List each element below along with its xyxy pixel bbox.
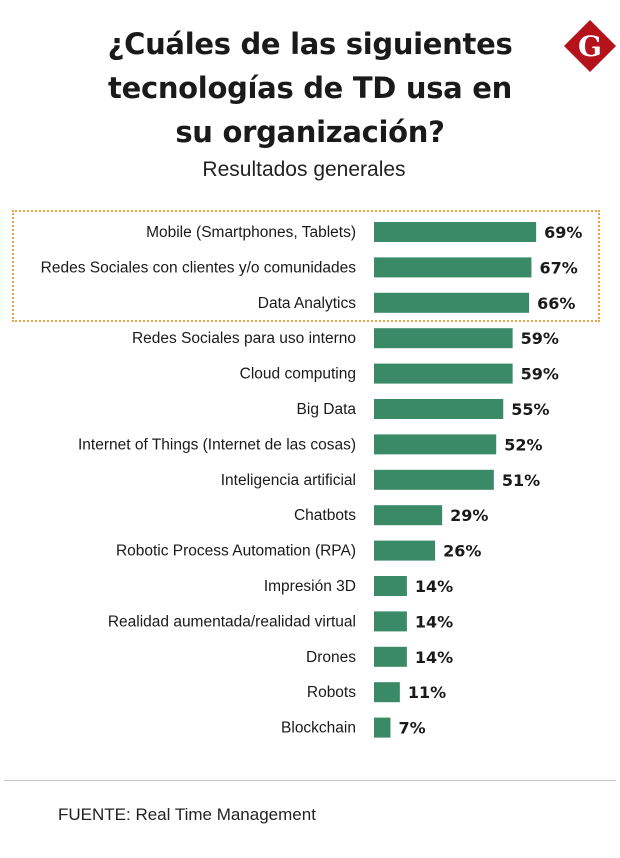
category-label: Redes Sociales para uso interno bbox=[132, 330, 356, 347]
category-label: Big Data bbox=[297, 401, 357, 418]
bar bbox=[374, 540, 436, 561]
top-three-highlight-box bbox=[12, 210, 600, 322]
category-label: Mobile (Smartphones, Tablets) bbox=[146, 224, 356, 241]
value-label: 26% bbox=[443, 542, 481, 561]
bar bbox=[374, 257, 532, 278]
category-label: Robots bbox=[307, 684, 356, 701]
category-label: Robotic Process Automation (RPA) bbox=[116, 543, 356, 560]
bar bbox=[374, 434, 497, 455]
bar bbox=[374, 399, 504, 419]
brand-logo-icon: G bbox=[564, 20, 616, 72]
category-label: Chatbots bbox=[294, 507, 356, 524]
title-line: su organización? bbox=[175, 115, 445, 149]
value-label: 14% bbox=[415, 577, 453, 596]
value-label: 51% bbox=[502, 471, 540, 490]
category-label: Drones bbox=[306, 649, 356, 666]
category-label: Inteligencia artificial bbox=[221, 472, 356, 489]
value-label: 29% bbox=[450, 506, 488, 525]
value-label: 14% bbox=[415, 648, 453, 667]
value-label: 59% bbox=[521, 329, 559, 348]
bar bbox=[374, 682, 400, 703]
bar bbox=[374, 328, 513, 349]
category-label: Impresión 3D bbox=[264, 578, 356, 595]
value-label: 67% bbox=[539, 258, 577, 277]
logo-letter: G bbox=[578, 30, 602, 63]
category-label: Realidad aumentada/realidad virtual bbox=[108, 613, 356, 630]
value-label: 52% bbox=[504, 435, 542, 454]
bar bbox=[374, 576, 407, 596]
value-label: 59% bbox=[521, 365, 559, 384]
footer-divider bbox=[4, 780, 616, 781]
bar bbox=[374, 363, 513, 384]
category-label: Redes Sociales con clientes y/o comunida… bbox=[41, 259, 357, 276]
chart-subtitle: Resultados generales bbox=[202, 158, 406, 181]
value-label: 55% bbox=[511, 400, 549, 419]
value-label: 14% bbox=[415, 612, 453, 631]
bar bbox=[374, 646, 407, 667]
bar bbox=[374, 292, 530, 313]
category-label: Blockchain bbox=[281, 720, 356, 737]
bar bbox=[374, 469, 494, 490]
value-label: 66% bbox=[537, 294, 575, 313]
value-label: 7% bbox=[398, 719, 425, 738]
value-label: 11% bbox=[408, 683, 446, 702]
title-line: tecnologías de TD usa en bbox=[108, 71, 512, 105]
value-label: 69% bbox=[544, 223, 582, 242]
source-note: FUENTE: Real Time Management bbox=[58, 805, 316, 824]
bar bbox=[374, 717, 391, 738]
bar bbox=[374, 611, 407, 632]
category-label: Internet of Things (Internet de las cosa… bbox=[78, 436, 356, 453]
bar bbox=[374, 505, 443, 526]
category-label: Data Analytics bbox=[258, 295, 356, 312]
category-label: Cloud computing bbox=[240, 366, 356, 383]
chart-title: ¿Cuáles de las siguientes tecnologías de… bbox=[60, 22, 560, 154]
bar bbox=[374, 222, 537, 242]
title-line: ¿Cuáles de las siguientes bbox=[107, 27, 513, 61]
